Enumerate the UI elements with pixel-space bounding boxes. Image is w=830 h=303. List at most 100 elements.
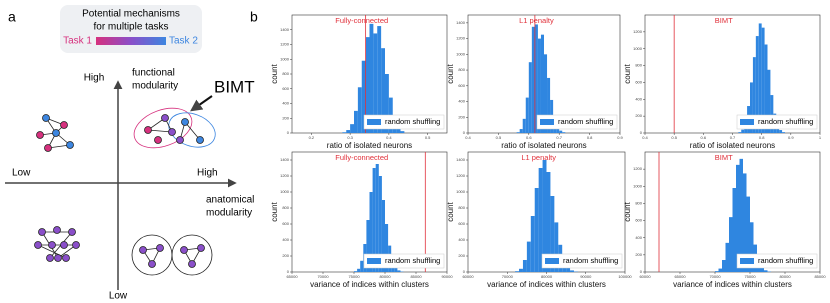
legend-box <box>363 253 445 269</box>
task-label: Task 1 <box>63 36 92 47</box>
bar <box>350 124 354 133</box>
bar <box>385 224 389 272</box>
y-tick-label: 800 <box>458 205 465 210</box>
bar <box>559 130 563 133</box>
bar <box>400 131 405 133</box>
y-tick-label: 1400 <box>456 157 466 162</box>
x-tick-label: 100000 <box>618 274 632 279</box>
bar <box>779 130 783 133</box>
bar <box>746 196 750 272</box>
bar <box>546 172 551 272</box>
bar <box>741 129 745 133</box>
y-tick-label: 200 <box>458 253 465 258</box>
legend-swatch <box>740 258 754 264</box>
y-tick-label: 400 <box>458 237 465 242</box>
panel-label: a <box>8 9 16 25</box>
y-tick-label: 200 <box>282 253 289 258</box>
y-tick-label: 1000 <box>456 51 466 56</box>
bar <box>750 222 754 272</box>
bar <box>369 23 374 134</box>
bar <box>396 126 401 133</box>
x-tick-label: 1 <box>819 135 822 140</box>
axis-end: Low <box>109 291 128 302</box>
x-tick-label: 90000 <box>441 274 453 279</box>
bar <box>764 44 768 133</box>
y-tick-label: 0 <box>463 269 466 274</box>
bar <box>562 132 566 133</box>
x-axis-label: variance of indices within clusters <box>310 280 429 289</box>
x-tick-label: 0.5 <box>425 135 431 140</box>
x-axis-label: variance of indices within clusters <box>673 280 792 289</box>
bar <box>519 129 523 133</box>
bar <box>522 118 526 133</box>
legend-swatch <box>367 258 381 264</box>
legend-box <box>736 253 818 269</box>
y-axis-label: count <box>446 63 455 83</box>
x-tick-label: 0.7 <box>556 135 562 140</box>
y-tick-label: 0 <box>640 130 643 135</box>
y-tick-label: 0 <box>463 130 466 135</box>
y-tick-label: 1200 <box>456 36 466 41</box>
bar <box>736 164 740 272</box>
x-tick-label: 0.7 <box>730 135 736 140</box>
x-tick-label: 70000 <box>317 274 329 279</box>
axis-end: High <box>197 168 218 179</box>
bar <box>366 220 370 272</box>
bar <box>554 222 559 272</box>
y-tick-label: 1200 <box>633 29 643 34</box>
x-tick-label: 0.9 <box>617 135 623 140</box>
bar <box>369 192 373 272</box>
bar <box>515 271 520 272</box>
x-axis-label: variance of indices within clusters <box>487 280 606 289</box>
bar <box>381 200 385 272</box>
y-tick-label: 1000 <box>633 46 643 51</box>
bar <box>530 216 535 272</box>
legend-swatch <box>740 119 754 125</box>
x-tick-label: 0.8 <box>587 135 593 140</box>
x-tick-label: 0.2 <box>309 135 315 140</box>
x-tick-label: 80000 <box>379 274 391 279</box>
y-tick-label: 200 <box>635 252 642 257</box>
y-tick-label: 800 <box>282 205 289 210</box>
x-tick-label: 60000 <box>639 274 651 279</box>
chart-title: Fully-connected <box>335 153 388 162</box>
bar <box>373 33 378 133</box>
bar <box>397 270 401 272</box>
x-axis-label: ratio of isolated neurons <box>690 141 775 150</box>
bar <box>537 38 541 133</box>
y-tick-label: 400 <box>282 237 289 242</box>
bar <box>522 260 527 272</box>
x-axis-label: ratio of isolated neurons <box>501 141 586 150</box>
y-tick-label: 1200 <box>280 173 290 178</box>
y-tick-label: 200 <box>635 113 642 118</box>
bar <box>378 176 382 272</box>
y-tick-label: 1200 <box>456 173 466 178</box>
chart-title: BIMT <box>715 153 733 162</box>
axis-end: High <box>84 73 105 84</box>
x-tick-label: 90000 <box>580 274 592 279</box>
bar <box>528 62 532 134</box>
y-tick-label: 600 <box>458 83 465 88</box>
bar <box>516 132 520 133</box>
y-tick-label: 800 <box>282 71 289 76</box>
bar <box>365 37 370 133</box>
y-tick-label: 800 <box>458 67 465 72</box>
header-box <box>60 5 202 53</box>
y-tick-label: 600 <box>282 221 289 226</box>
axis-label: modularity <box>132 81 178 92</box>
y-tick-label: 600 <box>282 86 289 91</box>
y-tick-label: 1200 <box>633 166 643 171</box>
y-tick-label: 0 <box>640 269 643 274</box>
legend-box <box>541 253 623 269</box>
y-tick-label: 800 <box>635 200 642 205</box>
x-tick-label: 80000 <box>541 274 553 279</box>
axis-label: anatomical <box>206 195 254 206</box>
callout: BIMT <box>214 77 255 96</box>
legend-label: random shuffling <box>385 256 440 265</box>
chart-title: L1 penalty <box>519 16 554 25</box>
task-label: Task 2 <box>169 36 198 47</box>
y-axis-label: count <box>270 63 279 83</box>
bar <box>534 24 538 133</box>
y-axis-label: count <box>623 201 632 221</box>
